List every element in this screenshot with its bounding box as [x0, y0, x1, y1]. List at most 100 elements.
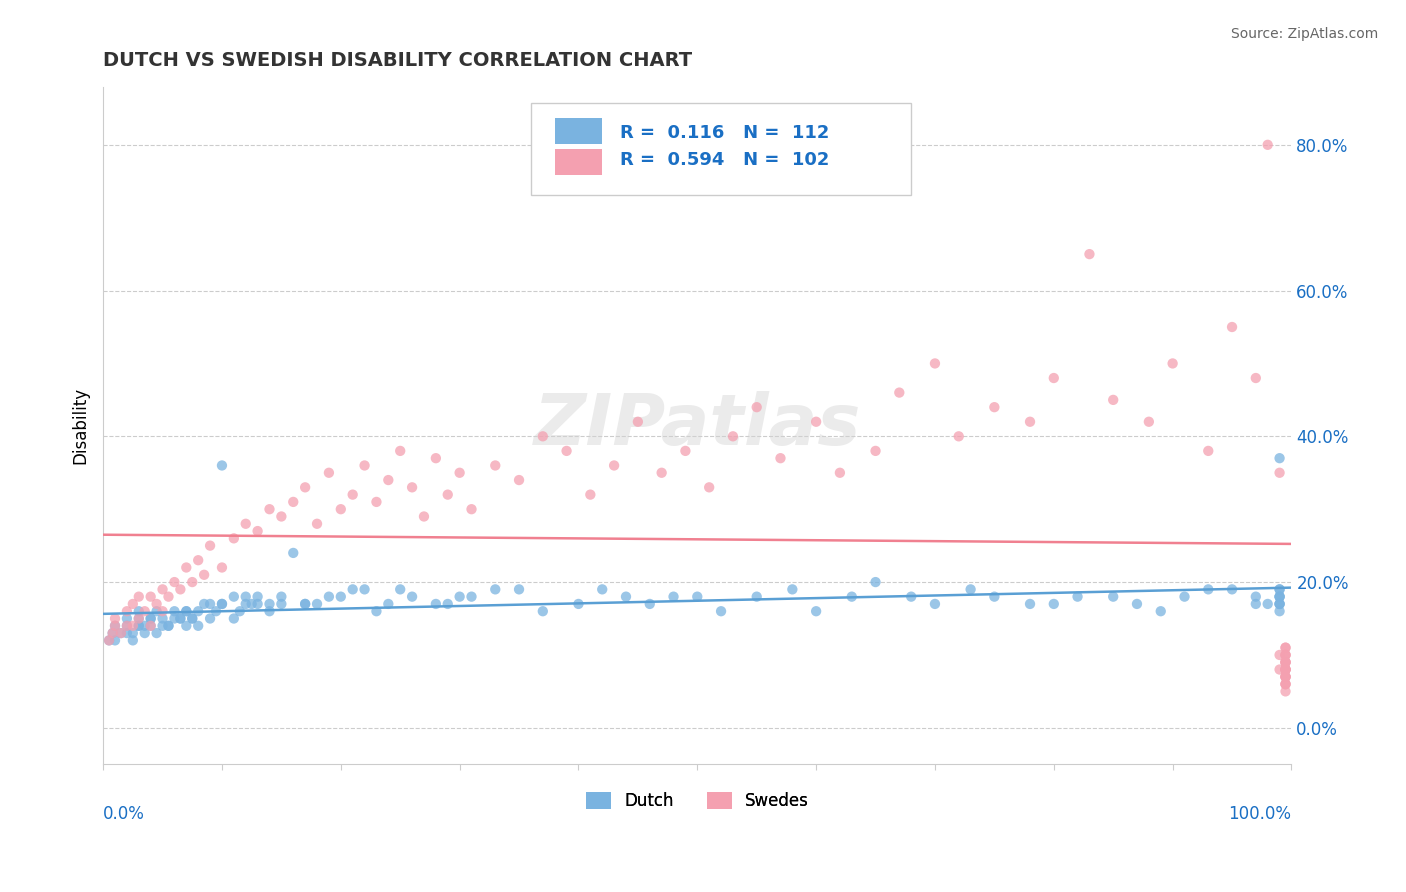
Swedes — [769, 451, 792, 466]
Dutch — [222, 611, 245, 625]
Dutch — [152, 619, 174, 633]
Dutch — [235, 597, 257, 611]
Text: R =  0.116   N =  112: R = 0.116 N = 112 — [620, 124, 830, 142]
Dutch — [1268, 590, 1291, 604]
Dutch — [134, 626, 156, 640]
Dutch — [270, 597, 292, 611]
Dutch — [294, 597, 316, 611]
Dutch — [163, 604, 186, 618]
Dutch — [176, 604, 198, 618]
Dutch — [662, 590, 685, 604]
Dutch — [128, 619, 150, 633]
Swedes — [329, 502, 352, 516]
Y-axis label: Disability: Disability — [72, 387, 89, 464]
Swedes — [294, 480, 316, 494]
Swedes — [259, 502, 281, 516]
Dutch — [567, 597, 589, 611]
Swedes — [651, 466, 673, 480]
Swedes — [342, 488, 364, 502]
Swedes — [1274, 670, 1296, 684]
Swedes — [305, 516, 328, 531]
Dutch — [1066, 590, 1088, 604]
Swedes — [579, 488, 602, 502]
Dutch — [176, 619, 198, 633]
Swedes — [104, 619, 127, 633]
Dutch — [924, 597, 946, 611]
Swedes — [1274, 655, 1296, 669]
Swedes — [865, 443, 887, 458]
Dutch — [804, 604, 827, 618]
Dutch — [591, 582, 613, 597]
Dutch — [235, 590, 257, 604]
Dutch — [1019, 597, 1042, 611]
Swedes — [1274, 663, 1296, 677]
Swedes — [152, 604, 174, 618]
Dutch — [1268, 604, 1291, 618]
Swedes — [745, 400, 768, 414]
Dutch — [101, 626, 124, 640]
Swedes — [270, 509, 292, 524]
Dutch — [152, 611, 174, 625]
Text: DUTCH VS SWEDISH DISABILITY CORRELATION CHART: DUTCH VS SWEDISH DISABILITY CORRELATION … — [103, 51, 692, 70]
Swedes — [163, 575, 186, 590]
Swedes — [1042, 371, 1064, 385]
Swedes — [1274, 648, 1296, 662]
Dutch — [115, 611, 138, 625]
Dutch — [205, 604, 228, 618]
Dutch — [104, 619, 127, 633]
Swedes — [1161, 356, 1184, 370]
Swedes — [721, 429, 744, 443]
Dutch — [259, 597, 281, 611]
Swedes — [627, 415, 650, 429]
Dutch — [865, 575, 887, 590]
Dutch — [900, 590, 922, 604]
Swedes — [603, 458, 626, 473]
Dutch — [318, 590, 340, 604]
Swedes — [1244, 371, 1267, 385]
Swedes — [101, 626, 124, 640]
Dutch — [157, 619, 180, 633]
Swedes — [377, 473, 399, 487]
Swedes — [389, 443, 412, 458]
Dutch — [449, 590, 471, 604]
Swedes — [1274, 655, 1296, 669]
Dutch — [1126, 597, 1149, 611]
Dutch — [1268, 582, 1291, 597]
Dutch — [1197, 582, 1219, 597]
Dutch — [841, 590, 863, 604]
Dutch — [1268, 597, 1291, 611]
Dutch — [222, 590, 245, 604]
Swedes — [235, 516, 257, 531]
Swedes — [697, 480, 720, 494]
Dutch — [270, 590, 292, 604]
Dutch — [139, 611, 162, 625]
Swedes — [187, 553, 209, 567]
Swedes — [152, 582, 174, 597]
Text: Source: ZipAtlas.com: Source: ZipAtlas.com — [1230, 27, 1378, 41]
Swedes — [460, 502, 482, 516]
Dutch — [211, 597, 233, 611]
Swedes — [1274, 640, 1296, 655]
Swedes — [139, 590, 162, 604]
Dutch — [187, 604, 209, 618]
Text: R =  0.594   N =  102: R = 0.594 N = 102 — [620, 151, 830, 169]
Dutch — [1268, 597, 1291, 611]
Dutch — [163, 611, 186, 625]
Dutch — [211, 458, 233, 473]
Dutch — [169, 611, 191, 625]
Swedes — [246, 524, 269, 538]
Swedes — [139, 619, 162, 633]
Dutch — [745, 590, 768, 604]
Swedes — [128, 590, 150, 604]
Dutch — [98, 633, 121, 648]
Swedes — [176, 560, 198, 574]
FancyBboxPatch shape — [555, 119, 602, 145]
Dutch — [110, 626, 132, 640]
Swedes — [436, 488, 458, 502]
Swedes — [673, 443, 696, 458]
Swedes — [1197, 443, 1219, 458]
Dutch — [181, 611, 204, 625]
Swedes — [222, 532, 245, 546]
Dutch — [508, 582, 530, 597]
Dutch — [1268, 597, 1291, 611]
